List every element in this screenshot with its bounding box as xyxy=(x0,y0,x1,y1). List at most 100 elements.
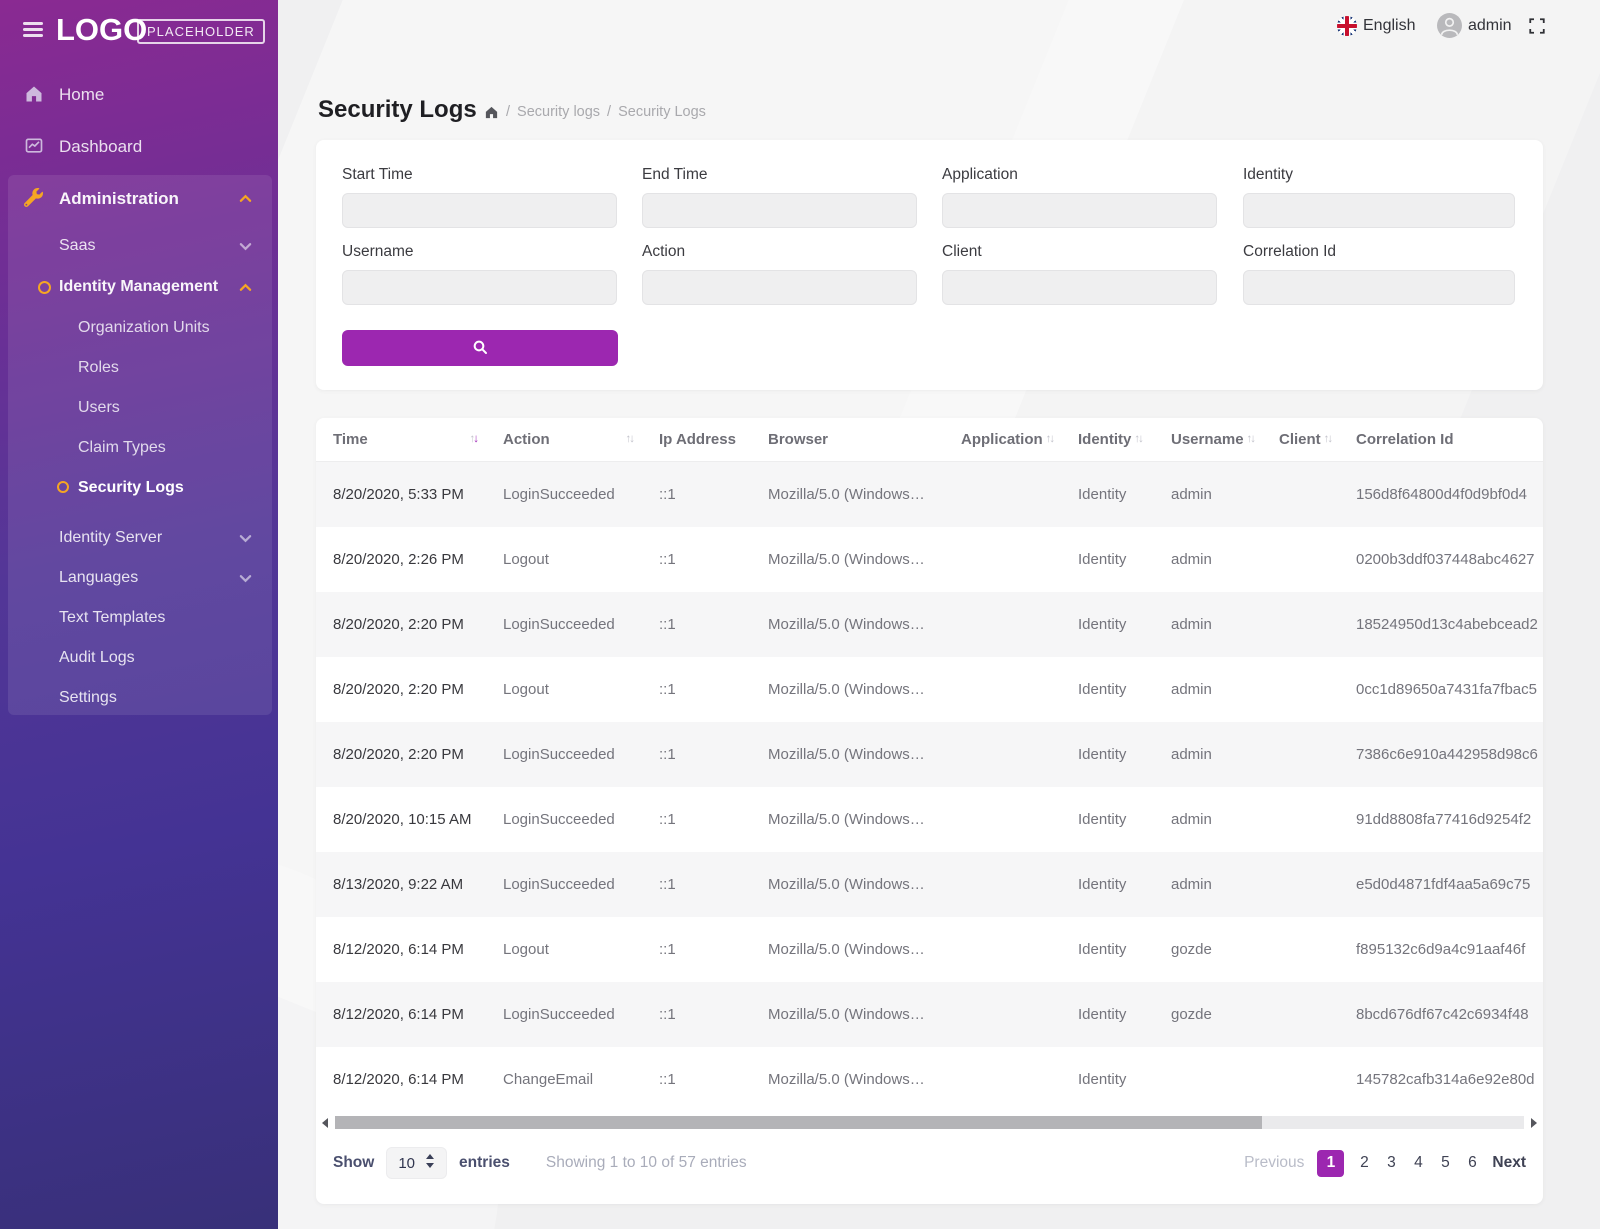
username-input[interactable] xyxy=(342,270,617,305)
language-selector[interactable]: English xyxy=(1363,17,1416,34)
cell-time: 8/20/2020, 2:26 PM xyxy=(333,551,464,568)
cell-identity: Identity xyxy=(1078,486,1127,503)
logo[interactable]: LOGO xyxy=(56,12,148,47)
sidebar-item-text-templates[interactable]: Text Templates xyxy=(59,609,166,626)
sidebar-item-languages[interactable]: Languages xyxy=(0,566,278,596)
sidebar: LOGO PLACEHOLDER Home Dashboard Administ… xyxy=(0,0,278,1229)
cell-identity: Identity xyxy=(1078,681,1127,698)
column-header-time[interactable]: Time ↑ ↓ xyxy=(333,431,479,448)
table-row: 8/20/2020, 10:15 AM LoginSucceeded ::1 M… xyxy=(316,787,1543,852)
cell-browser: Mozilla/5.0 (Windows… xyxy=(768,746,925,763)
cell-correlation-id: 0cc1d89650a7431fa7fbac5 xyxy=(1356,681,1537,698)
cell-time: 8/12/2020, 6:14 PM xyxy=(333,1006,464,1023)
pagination-page-4[interactable]: 4 xyxy=(1414,1154,1423,1171)
cell-ip-address: ::1 xyxy=(659,941,676,958)
pagination-page-6[interactable]: 6 xyxy=(1468,1154,1477,1171)
cell-time: 8/12/2020, 6:14 PM xyxy=(333,941,464,958)
filter-field-correlation-id: Correlation Id xyxy=(1243,243,1515,305)
end-time-input[interactable] xyxy=(642,193,917,228)
administration-group xyxy=(8,175,272,715)
pagination-page-1[interactable]: 1 xyxy=(1317,1149,1345,1177)
scrollbar-track[interactable] xyxy=(335,1116,1524,1129)
home-icon[interactable] xyxy=(484,105,499,120)
scroll-right-icon[interactable] xyxy=(1531,1118,1537,1128)
sidebar-item-home[interactable]: Home xyxy=(0,82,278,112)
sidebar-item-settings[interactable]: Settings xyxy=(59,689,117,706)
menu-toggle-icon[interactable] xyxy=(23,22,43,37)
scroll-left-icon[interactable] xyxy=(322,1118,328,1128)
column-header-identity[interactable]: Identity ↑ ↓ xyxy=(1078,431,1144,448)
sidebar-item-roles[interactable]: Roles xyxy=(78,359,119,376)
cell-correlation-id: 145782cafb314a6e92e80d xyxy=(1356,1071,1535,1088)
start-time-input[interactable] xyxy=(342,193,617,228)
client-input[interactable] xyxy=(942,270,1217,305)
breadcrumb-link[interactable]: Security logs xyxy=(517,104,601,120)
pagination-page-5[interactable]: 5 xyxy=(1441,1154,1450,1171)
cell-action: LoginSucceeded xyxy=(503,746,615,763)
action-input[interactable] xyxy=(642,270,917,305)
cell-identity: Identity xyxy=(1078,746,1127,763)
cell-time: 8/20/2020, 5:33 PM xyxy=(333,486,464,503)
cell-action: ChangeEmail xyxy=(503,1071,594,1088)
search-icon xyxy=(472,339,488,358)
cell-correlation-id: 91dd8808fa77416d9254f2 xyxy=(1356,811,1532,828)
cell-ip-address: ::1 xyxy=(659,486,676,503)
cell-browser: Mozilla/5.0 (Windows… xyxy=(768,486,925,503)
table-row: 8/20/2020, 2:20 PM LoginSucceeded ::1 Mo… xyxy=(316,592,1543,657)
cell-ip-address: ::1 xyxy=(659,616,676,633)
cell-browser: Mozilla/5.0 (Windows… xyxy=(768,616,925,633)
sidebar-item-identity-server[interactable]: Identity Server xyxy=(0,526,278,556)
cell-identity: Identity xyxy=(1078,811,1127,828)
cell-username: admin xyxy=(1171,811,1212,828)
sidebar-item-dashboard[interactable]: Dashboard xyxy=(0,134,278,164)
sidebar-item-administration[interactable]: Administration xyxy=(0,186,278,216)
filter-field-username: Username xyxy=(342,243,617,305)
cell-time: 8/20/2020, 2:20 PM xyxy=(333,616,464,633)
logo-placeholder-badge: PLACEHOLDER xyxy=(137,19,265,44)
pagination-next[interactable]: Next xyxy=(1492,1154,1526,1171)
fullscreen-icon[interactable] xyxy=(1528,17,1546,35)
correlation-id-input[interactable] xyxy=(1243,270,1515,305)
cell-username: admin xyxy=(1171,616,1212,633)
entries-summary: Showing 1 to 10 of 57 entries xyxy=(545,1154,747,1171)
pagination-page-2[interactable]: 2 xyxy=(1360,1154,1369,1171)
search-button[interactable] xyxy=(342,330,618,366)
filter-field-start-time: Start Time xyxy=(342,166,617,228)
cell-action: LoginSucceeded xyxy=(503,811,615,828)
column-header-application[interactable]: Application ↑ ↓ xyxy=(961,431,1055,448)
column-header-action[interactable]: Action ↑ ↓ xyxy=(503,431,635,448)
chevron-up-icon xyxy=(239,194,252,203)
cell-username: admin xyxy=(1171,876,1212,893)
column-header-username[interactable]: Username ↑ ↓ xyxy=(1171,431,1256,448)
page-size-select[interactable]: 10 xyxy=(386,1147,448,1179)
sort-icon: ↑ ↓ xyxy=(1246,432,1256,445)
column-header-client[interactable]: Client ↑ ↓ xyxy=(1279,431,1333,448)
breadcrumb-current: Security Logs xyxy=(618,104,706,120)
identity-input[interactable] xyxy=(1243,193,1515,228)
application-input[interactable] xyxy=(942,193,1217,228)
cell-browser: Mozilla/5.0 (Windows… xyxy=(768,811,925,828)
pagination-previous[interactable]: Previous xyxy=(1244,1154,1305,1171)
cell-ip-address: ::1 xyxy=(659,1071,676,1088)
cell-correlation-id: e5d0d4871fdf4aa5a69c75 xyxy=(1356,876,1531,893)
cell-browser: Mozilla/5.0 (Windows… xyxy=(768,681,925,698)
sidebar-item-users[interactable]: Users xyxy=(78,399,120,416)
cell-identity: Identity xyxy=(1078,551,1127,568)
sidebar-item-audit-logs[interactable]: Audit Logs xyxy=(59,649,135,666)
sidebar-item-security-logs[interactable]: Security Logs xyxy=(0,476,278,506)
user-menu[interactable]: admin xyxy=(1468,17,1512,34)
sidebar-item-claim-types[interactable]: Claim Types xyxy=(78,439,166,456)
user-avatar[interactable] xyxy=(1437,13,1462,38)
radio-dot-icon xyxy=(57,481,69,493)
scrollbar-thumb[interactable] xyxy=(335,1116,1263,1129)
sidebar-item-identity-management[interactable]: Identity Management xyxy=(0,275,278,305)
sidebar-item-organization-units[interactable]: Organization Units xyxy=(78,319,210,336)
cell-time: 8/13/2020, 9:22 AM xyxy=(333,876,464,893)
cell-browser: Mozilla/5.0 (Windows… xyxy=(768,551,925,568)
cell-username: gozde xyxy=(1171,941,1212,958)
select-stepper-icon xyxy=(425,1154,435,1172)
table-footer: Show 10 entries Showing 1 to 10 of 57 en… xyxy=(316,1130,1543,1179)
pagination-page-3[interactable]: 3 xyxy=(1387,1154,1396,1171)
sidebar-item-saas[interactable]: Saas xyxy=(0,234,278,264)
